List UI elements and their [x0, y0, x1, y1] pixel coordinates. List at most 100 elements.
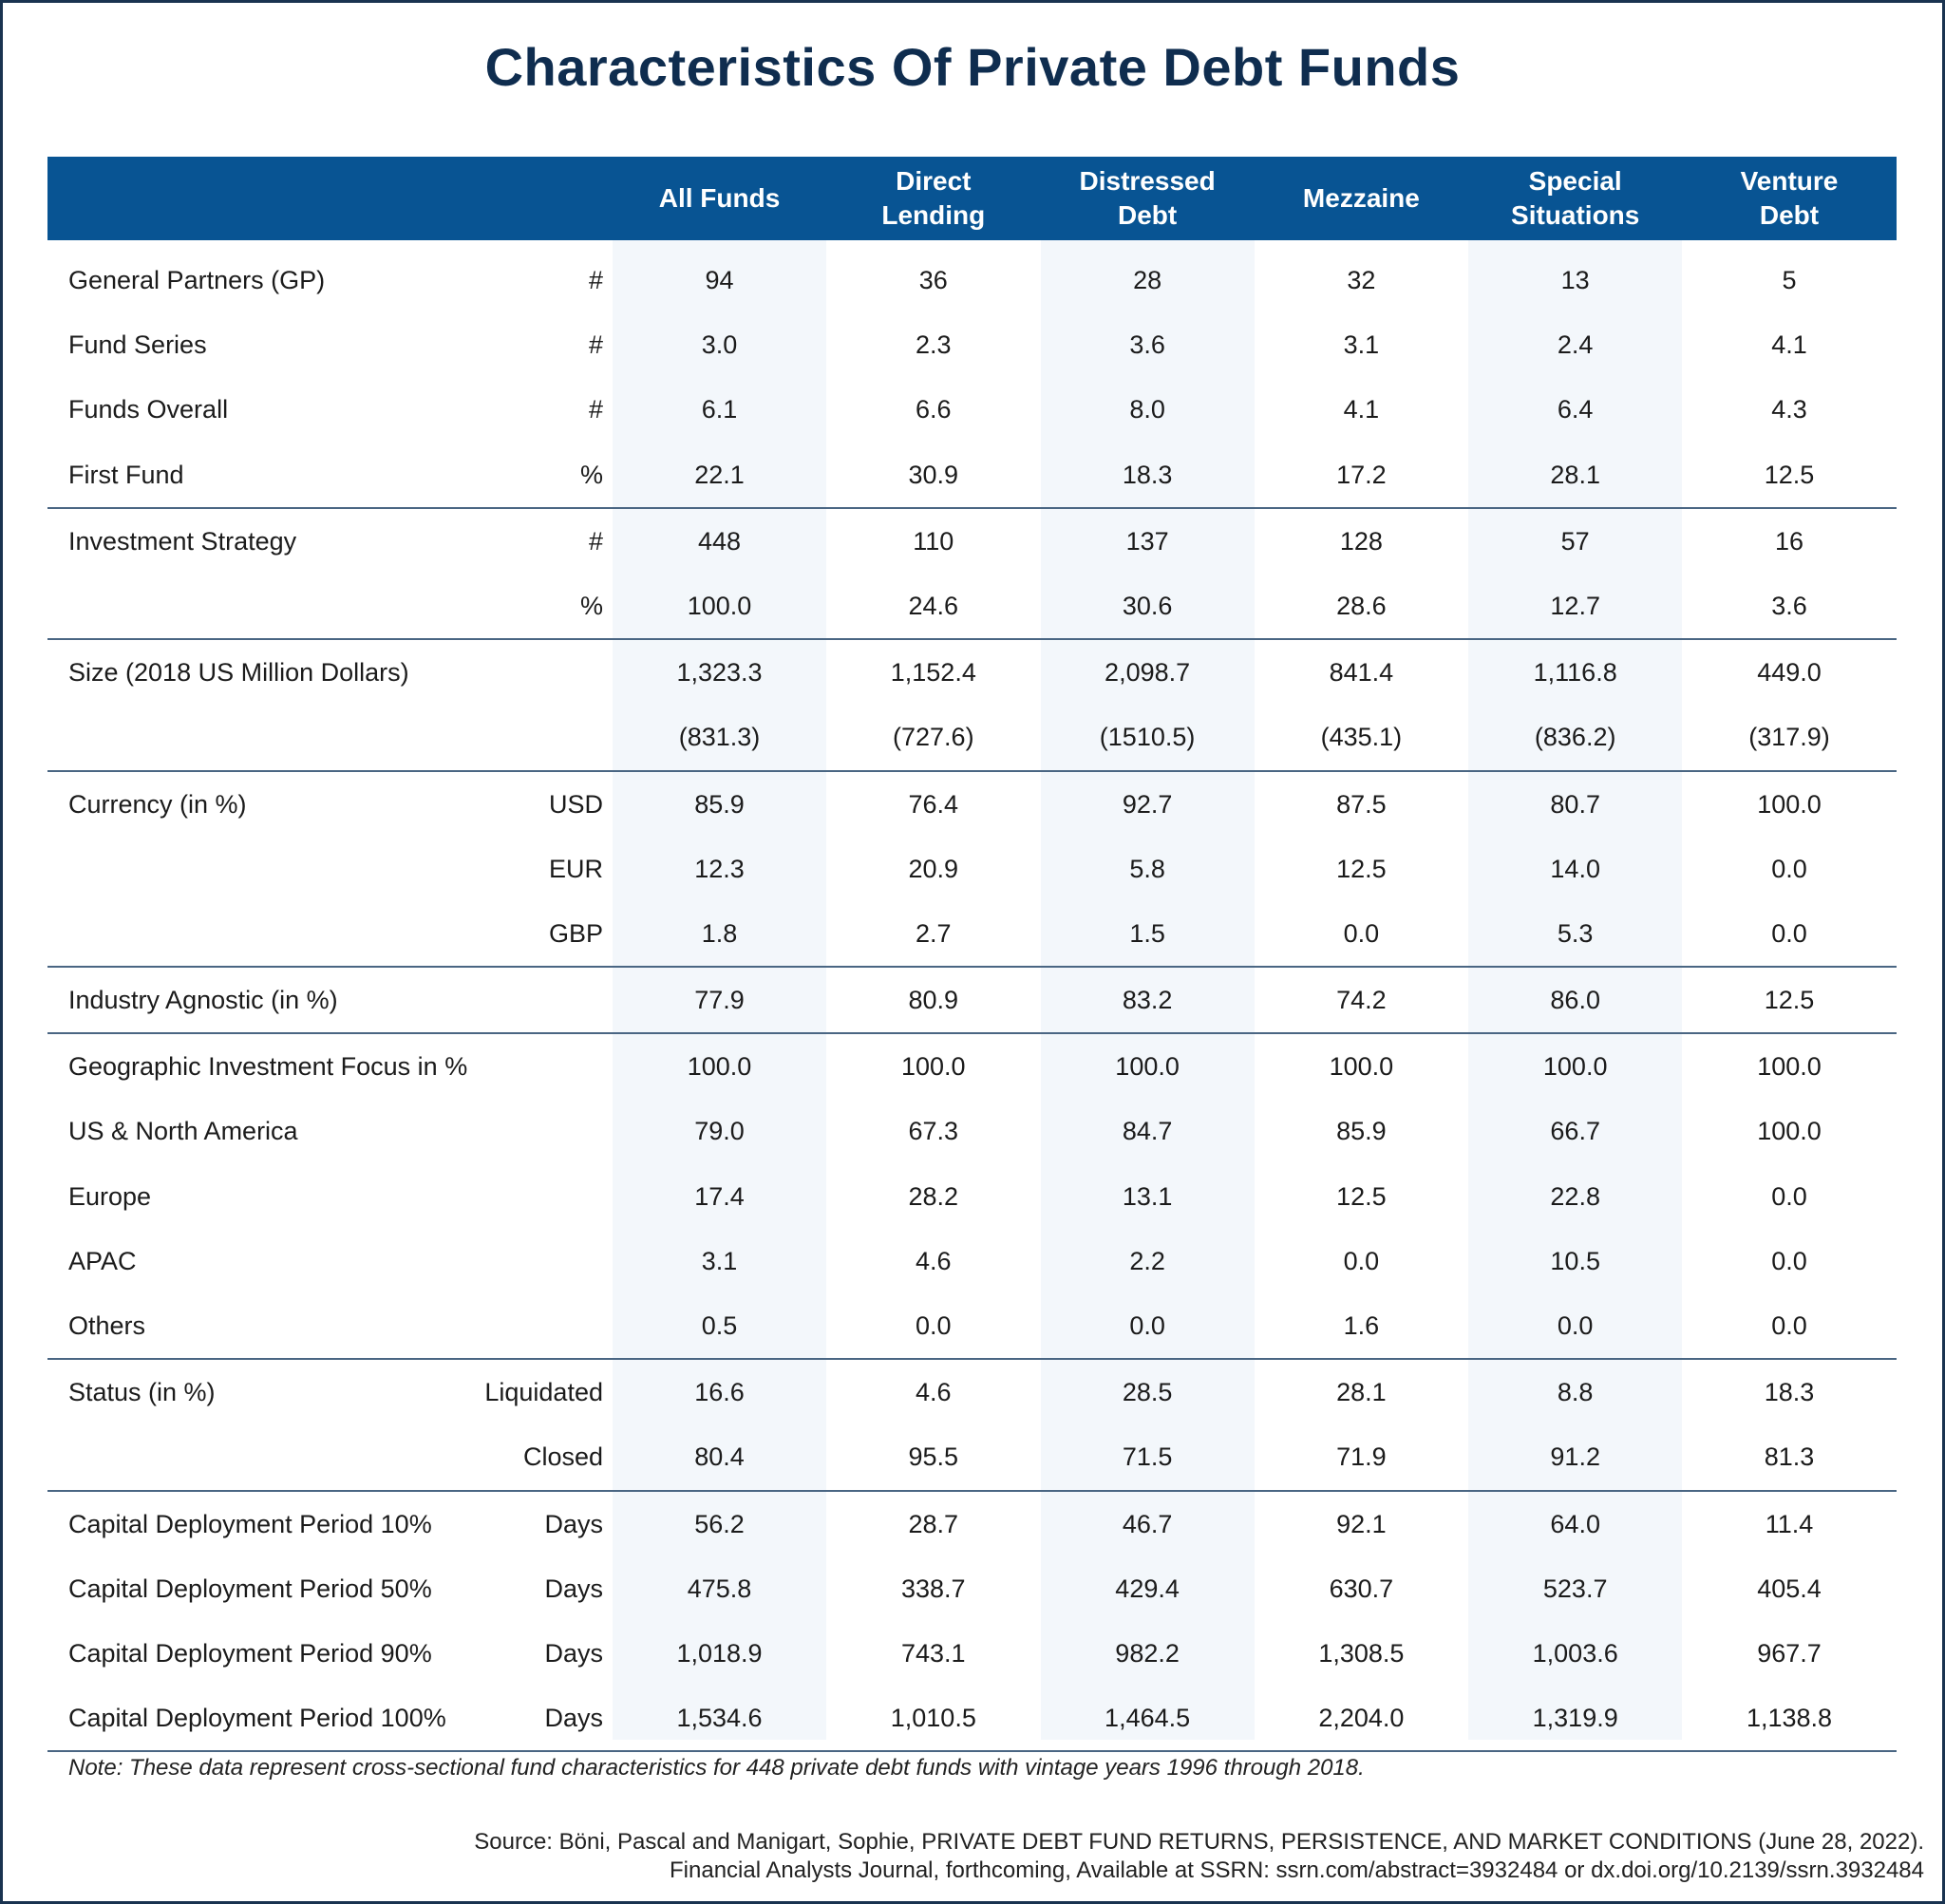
table-row: EUR 12.3 20.9 5.8 12.5 14.0 0.0 [47, 837, 1897, 901]
table-cell: 12.5 [1764, 460, 1815, 489]
row-unit: Closed [522, 1442, 603, 1472]
table-cell: 76.4 [908, 789, 959, 819]
table-cell: 11.4 [1765, 1509, 1814, 1538]
table-cell: 8.0 [1129, 395, 1165, 424]
row-label: General Partners (GP) [68, 266, 326, 294]
table-row: First Fund% 22.1 30.9 18.3 17.2 28.1 12.5 [47, 443, 1897, 507]
source-line-1: Source: Böni, Pascal and Manigart, Sophi… [474, 1829, 1924, 1855]
table-cell: 1,319.9 [1532, 1704, 1618, 1733]
row-label: Capital Deployment Period 50% [68, 1574, 432, 1603]
row-label: Currency (in %) [68, 789, 247, 819]
table-row: GBP 1.8 2.7 1.5 0.0 5.3 0.0 [47, 901, 1897, 966]
table-cell: 20.9 [908, 854, 959, 883]
table-cell: 743.1 [901, 1638, 966, 1668]
row-unit: # [588, 266, 603, 294]
table-row: % 100.0 24.6 30.6 28.6 12.7 3.6 [47, 574, 1897, 638]
table-row: Capital Deployment Period 50% Days 475.8 33… [47, 1556, 1897, 1621]
table-row: Closed 80.4 95.5 71.5 71.9 91.2 81.3 [47, 1424, 1897, 1489]
table-cell: 0.0 [1771, 1311, 1807, 1340]
table-cell: 100.0 [901, 1052, 966, 1082]
page-title: Characteristics Of Private Debt Funds [484, 37, 1461, 97]
table-cell: 110 [913, 526, 954, 556]
table-row: Size (2018 US Million Dollars) 1,323.3 1,1… [47, 640, 1897, 705]
table-note: Note: These data represent cross-section… [68, 1755, 1365, 1781]
table-cell: 28.1 [1550, 460, 1600, 489]
table-cell: 0.0 [916, 1311, 952, 1340]
table-cell: 84.7 [1122, 1117, 1173, 1146]
table-cell: 100.0 [687, 591, 752, 620]
table-cell: 1,308.5 [1318, 1638, 1405, 1668]
table-cell: 1,534.6 [676, 1704, 763, 1733]
table-cell: 5 [1782, 266, 1797, 294]
table-row: (831.3) (727.6) (1510.5) (435.1) (836.2) (317… [47, 705, 1897, 769]
row-label: Industry Agnostic (in %) [68, 986, 338, 1015]
table-cell: 10.5 [1550, 1246, 1600, 1275]
source-citation: Source: Böni, Pascal and Manigart, Sophi… [474, 1828, 1924, 1885]
row-label: Others [68, 1311, 146, 1340]
table-cell: 448 [697, 526, 742, 556]
table-cell: 1,003.6 [1532, 1638, 1618, 1668]
table-cell: 630.7 [1329, 1574, 1394, 1603]
table-cell: 2,098.7 [1105, 658, 1191, 688]
table-cell: 80.7 [1550, 789, 1600, 819]
table-cell: 0.0 [1771, 1181, 1807, 1211]
table-cell: 4.1 [1343, 395, 1380, 424]
table-cell: 0.0 [1343, 918, 1380, 948]
row-label: Status (in %) [68, 1378, 216, 1407]
table-cell: 475.8 [687, 1574, 752, 1603]
table-row: Investment Strategy #448 110 137 128 57 16 [47, 509, 1897, 574]
table-cell: 12.3 [694, 854, 745, 883]
column-header: Venture Debt [1740, 166, 1839, 230]
table-header: All Funds Direct Lending Distressed Debt Me… [47, 157, 1897, 240]
table-cell: 14.0 [1550, 854, 1600, 883]
table-cell: 17.4 [694, 1181, 745, 1211]
table-cell: (727.6) [893, 723, 974, 752]
table-cell: 523.7 [1542, 1574, 1608, 1603]
row-unit: # [588, 526, 603, 556]
row-label: Fund Series [68, 330, 207, 360]
table-cell: 91.2 [1550, 1442, 1600, 1472]
shaded-column-band [1468, 240, 1683, 1740]
table-cell: 87.5 [1336, 789, 1387, 819]
table-row: Others 0.5 0.0 0.0 1.6 0.0 0.0 [47, 1293, 1897, 1358]
table-cell: 79.0 [694, 1117, 745, 1146]
row-unit: # [588, 395, 603, 424]
table-row: Fund Series #3.0 2.3 3.6 3.1 2.4 4.1 [47, 312, 1897, 377]
row-label: Investment Strategy [68, 526, 297, 556]
row-label: First Fund [68, 460, 184, 489]
table-cell: 2.4 [1557, 330, 1594, 360]
table-cell: 28.1 [1336, 1378, 1387, 1407]
column-header: Special Situations [1511, 166, 1640, 230]
table-cell: 24.6 [908, 591, 959, 620]
table-cell: 0.0 [1343, 1246, 1380, 1275]
table-cell: (836.2) [1534, 723, 1616, 752]
table-row: Geographic Investment Focus in % 100.0 100… [47, 1034, 1897, 1099]
table-cell: 28.7 [908, 1509, 959, 1538]
table-cell: 12.5 [1336, 1181, 1387, 1211]
row-unit: # [588, 330, 603, 360]
row-label: Funds Overall [68, 395, 229, 424]
table-cell: 1,152.4 [890, 658, 976, 688]
table-cell: 1,018.9 [676, 1638, 763, 1668]
row-unit: % [579, 460, 603, 489]
table-cell: 100.0 [1329, 1052, 1394, 1082]
table-cell: 3.6 [1771, 591, 1807, 620]
table-cell: 6.1 [701, 395, 738, 424]
table-cell: 22.1 [694, 460, 745, 489]
row-group: Status (in %) Liquidated 16.6 4.6 28.5 28.1 8.… [47, 1360, 1897, 1492]
table-cell: 77.9 [694, 986, 745, 1015]
table-cell: 85.9 [694, 789, 745, 819]
row-unit: EUR [548, 854, 603, 883]
table-cell: 30.9 [908, 460, 959, 489]
row-group: Geographic Investment Focus in % 100.0 100… [47, 1034, 1897, 1361]
row-unit: USD [548, 789, 603, 819]
row-group: Currency (in %) USD 85.9 76.4 92.7 87.5 80.7 10… [47, 772, 1897, 969]
table-cell: 100.0 [1115, 1052, 1180, 1082]
table-cell: 3.6 [1129, 330, 1165, 360]
table-cell: 56.2 [694, 1509, 745, 1538]
table-body: General Partners (GP) #94 36 28 32 13 5 Fund Se… [47, 240, 1897, 1753]
table-cell: 1.8 [701, 918, 738, 948]
row-label: US & North America [68, 1117, 298, 1146]
table-cell: 32 [1347, 266, 1376, 294]
